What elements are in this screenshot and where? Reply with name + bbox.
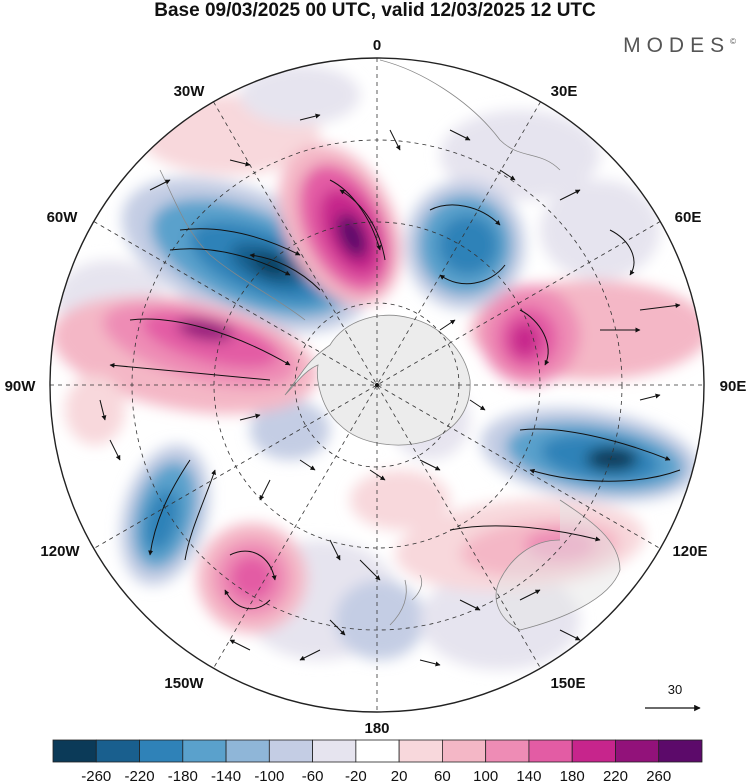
polar-map bbox=[50, 58, 704, 712]
colorbar-label: 180 bbox=[560, 768, 585, 783]
lon-label-90w: 90W bbox=[5, 378, 37, 395]
colorbar-label: 140 bbox=[516, 768, 541, 783]
africa-outline bbox=[379, 59, 561, 171]
brand-text: MODES bbox=[623, 34, 731, 57]
colorbar-label: 100 bbox=[473, 768, 498, 783]
lon-label-90e: 90E bbox=[720, 378, 747, 395]
colorbar-swatch bbox=[398, 739, 443, 763]
colorbar-swatch bbox=[312, 739, 357, 763]
wind-vectors bbox=[99, 113, 681, 667]
map-border bbox=[49, 57, 705, 713]
colorbar: -260 -220 -180 -140 -100 -60 -20 20 60 100 140 180 2… bbox=[52, 739, 703, 783]
modes-logo: MODES© bbox=[623, 34, 736, 58]
lon-label-150e: 150E bbox=[550, 675, 585, 692]
colorbar-label: -220 bbox=[125, 768, 155, 783]
lon-label-60e: 60E bbox=[675, 209, 702, 226]
new-zealand-outline bbox=[389, 574, 423, 626]
colorbar-label: -260 bbox=[81, 768, 111, 783]
colorbar-label: -60 bbox=[302, 768, 324, 783]
graticule bbox=[50, 58, 704, 712]
anomaly-field bbox=[51, 65, 704, 670]
colorbar-label: 60 bbox=[434, 768, 451, 783]
colorbar-label: 260 bbox=[646, 768, 671, 783]
reference-vector: 30 bbox=[645, 682, 701, 712]
colorbar-label: -180 bbox=[168, 768, 198, 783]
copyright-mark: © bbox=[730, 37, 736, 46]
lon-label-30w: 30W bbox=[174, 83, 206, 100]
south-pole-marker bbox=[375, 383, 379, 387]
lon-label-150w: 150W bbox=[164, 675, 204, 692]
colorbar-label: 20 bbox=[391, 768, 408, 783]
south-america-outline bbox=[159, 169, 306, 321]
colorbar-swatch bbox=[355, 739, 400, 763]
lon-label-120w: 120W bbox=[40, 543, 80, 560]
colorbar-label: -140 bbox=[211, 768, 241, 783]
lon-label-120e: 120E bbox=[672, 543, 707, 560]
colorbar-swatch bbox=[225, 739, 270, 763]
colorbar-swatch bbox=[441, 739, 487, 763]
colorbar-swatch bbox=[528, 739, 573, 763]
colorbar-label: -100 bbox=[254, 768, 284, 783]
map-title: Base 09/03/2025 00 UTC, valid 12/03/2025… bbox=[154, 0, 596, 21]
lon-label-30e: 30E bbox=[551, 83, 578, 100]
colorbar-label: 220 bbox=[603, 768, 628, 783]
colorbar-swatch bbox=[485, 739, 530, 763]
lon-label-0: 0 bbox=[373, 37, 381, 54]
colorbar-swatch bbox=[139, 739, 184, 763]
colorbar-swatch bbox=[268, 739, 314, 763]
colorbar-swatch bbox=[571, 739, 616, 763]
colorbar-swatch bbox=[52, 739, 97, 763]
australia-outline bbox=[495, 499, 621, 631]
lon-label-180: 180 bbox=[364, 720, 389, 737]
colorbar-swatch bbox=[95, 739, 140, 763]
colorbar-swatch bbox=[615, 739, 660, 763]
colorbar-swatch bbox=[658, 739, 703, 763]
colorbar-label: -20 bbox=[345, 768, 367, 783]
lon-label-60w: 60W bbox=[47, 209, 79, 226]
colorbar-swatch bbox=[182, 739, 227, 763]
reference-vector-label: 30 bbox=[668, 682, 682, 697]
